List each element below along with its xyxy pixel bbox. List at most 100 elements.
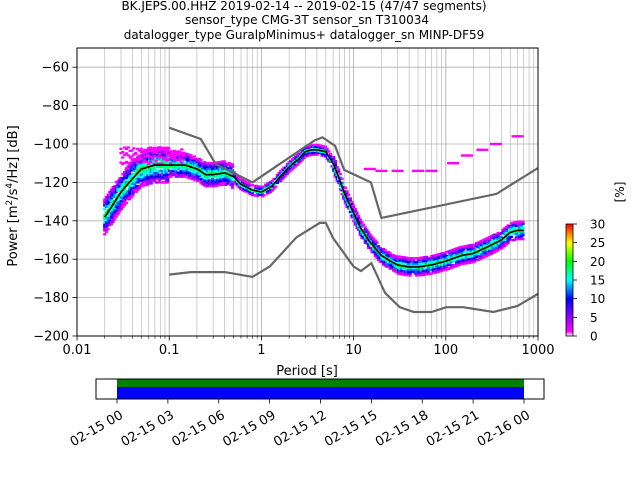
- heatmap-cell: [196, 175, 200, 179]
- heatmap-cell: [109, 203, 113, 207]
- heatmap-cell: [106, 193, 110, 196]
- heatmap-cell: [146, 171, 150, 175]
- heatmap-cell: [154, 175, 158, 178]
- heatmap-cell: [182, 156, 187, 159]
- heatmap-cell: [506, 241, 510, 245]
- heatmap-cell: [363, 226, 367, 229]
- heatmap-cell: [134, 188, 138, 192]
- heatmap-cell: [350, 216, 354, 219]
- heatmap-cell: [493, 246, 497, 250]
- heatmap-cell: [141, 153, 145, 157]
- heatmap-cell: [131, 163, 135, 166]
- heatmap-cell: [192, 178, 196, 181]
- heatmap-cell: [335, 166, 339, 169]
- heatmap-cell: [436, 255, 440, 258]
- heatmap-cell: [289, 167, 293, 170]
- heatmap-cell: [152, 162, 156, 165]
- heatmap-cell: [493, 235, 497, 238]
- heatmap-cell: [403, 264, 407, 267]
- heatmap-cell: [401, 259, 406, 263]
- heatmap-cell: [398, 267, 402, 270]
- heatmap-cell: [448, 251, 452, 255]
- heatmap-cell: [408, 266, 412, 270]
- heatmap-cell: [217, 162, 221, 166]
- heatmap-cell: [381, 263, 386, 266]
- heatmap-cell: [396, 255, 401, 258]
- heatmap-cell: [280, 168, 284, 171]
- heatmap-cell: [162, 181, 167, 184]
- heatmap-cell: [104, 222, 109, 226]
- heatmap-cell: [332, 159, 336, 163]
- heatmap-cell: [134, 190, 138, 193]
- heatmap-cell: [138, 177, 142, 180]
- heatmap-cell: [445, 268, 449, 271]
- heatmap-cell: [358, 222, 362, 225]
- heatmap-cell: [426, 265, 430, 268]
- heatmap-cell: [468, 248, 472, 251]
- heatmap-cell: [227, 175, 231, 178]
- heatmap-cell: [443, 263, 447, 266]
- heatmap-cell: [206, 175, 210, 178]
- heatmap-cell: [395, 259, 399, 262]
- heatmap-cell: [196, 173, 200, 177]
- heatmap-cell: [445, 256, 449, 260]
- heatmap-cell: [325, 157, 329, 160]
- heatmap-cell: [206, 181, 210, 184]
- heatmap-cell: [108, 221, 112, 225]
- heatmap-cell: [412, 169, 425, 173]
- heatmap-cell: [245, 181, 250, 184]
- heatmap-cell: [451, 260, 455, 263]
- heatmap-cell: [390, 266, 394, 269]
- heatmap-cell: [476, 243, 480, 246]
- heatmap-cell: [353, 223, 357, 226]
- heatmap-cell: [121, 198, 125, 201]
- heatmap-cell: [430, 262, 434, 266]
- heatmap-cell: [202, 178, 206, 181]
- heatmap-cell: [121, 186, 125, 189]
- heatmap-cell: [133, 178, 137, 182]
- heatmap-cell: [136, 163, 140, 167]
- heatmap-cell: [219, 162, 223, 166]
- heatmap-cell: [423, 267, 427, 270]
- heatmap-cell: [124, 176, 128, 180]
- heatmap-cell: [431, 256, 435, 259]
- heatmap-cell: [446, 261, 450, 265]
- heatmap-cell: [471, 253, 475, 256]
- heatmap-cell: [413, 260, 417, 264]
- heatmap-cell: [106, 199, 110, 202]
- heatmap-cell: [456, 264, 460, 267]
- heatmap-cell: [343, 198, 347, 201]
- heatmap-cell: [206, 177, 210, 180]
- heatmap-cell: [376, 247, 381, 250]
- heatmap-cell: [146, 177, 150, 180]
- heatmap-cell: [483, 240, 487, 243]
- heatmap-cell: [111, 201, 115, 204]
- heatmap-cell: [209, 185, 213, 188]
- heatmap-cell: [483, 249, 487, 253]
- heatmap-cell: [504, 237, 508, 240]
- heatmap-cell: [398, 259, 402, 262]
- heatmap-cell: [142, 184, 147, 187]
- heatmap-cell: [119, 176, 123, 180]
- heatmap-cell: [157, 158, 162, 161]
- heatmap-cell: [154, 156, 158, 159]
- heatmap-cell: [152, 171, 157, 175]
- heatmap-cell: [212, 165, 216, 169]
- heatmap-cell: [123, 198, 127, 201]
- heatmap-cell: [163, 151, 167, 154]
- heatmap-cell: [386, 251, 391, 254]
- heatmap-cell: [136, 184, 140, 188]
- heatmap-cell: [135, 147, 140, 150]
- heatmap-cell: [249, 192, 253, 196]
- heatmap-cell: [430, 266, 434, 269]
- heatmap-cell: [136, 173, 140, 176]
- heatmap-cell: [337, 181, 341, 185]
- heatmap-cell: [360, 225, 364, 228]
- heatmap-cell: [425, 257, 429, 261]
- heatmap-cell: [111, 207, 115, 210]
- heatmap-cell: [488, 235, 492, 239]
- heatmap-cell: [269, 182, 273, 186]
- heatmap-cell: [129, 167, 133, 170]
- heatmap-cell: [518, 228, 522, 231]
- heatmap-cell: [224, 175, 228, 179]
